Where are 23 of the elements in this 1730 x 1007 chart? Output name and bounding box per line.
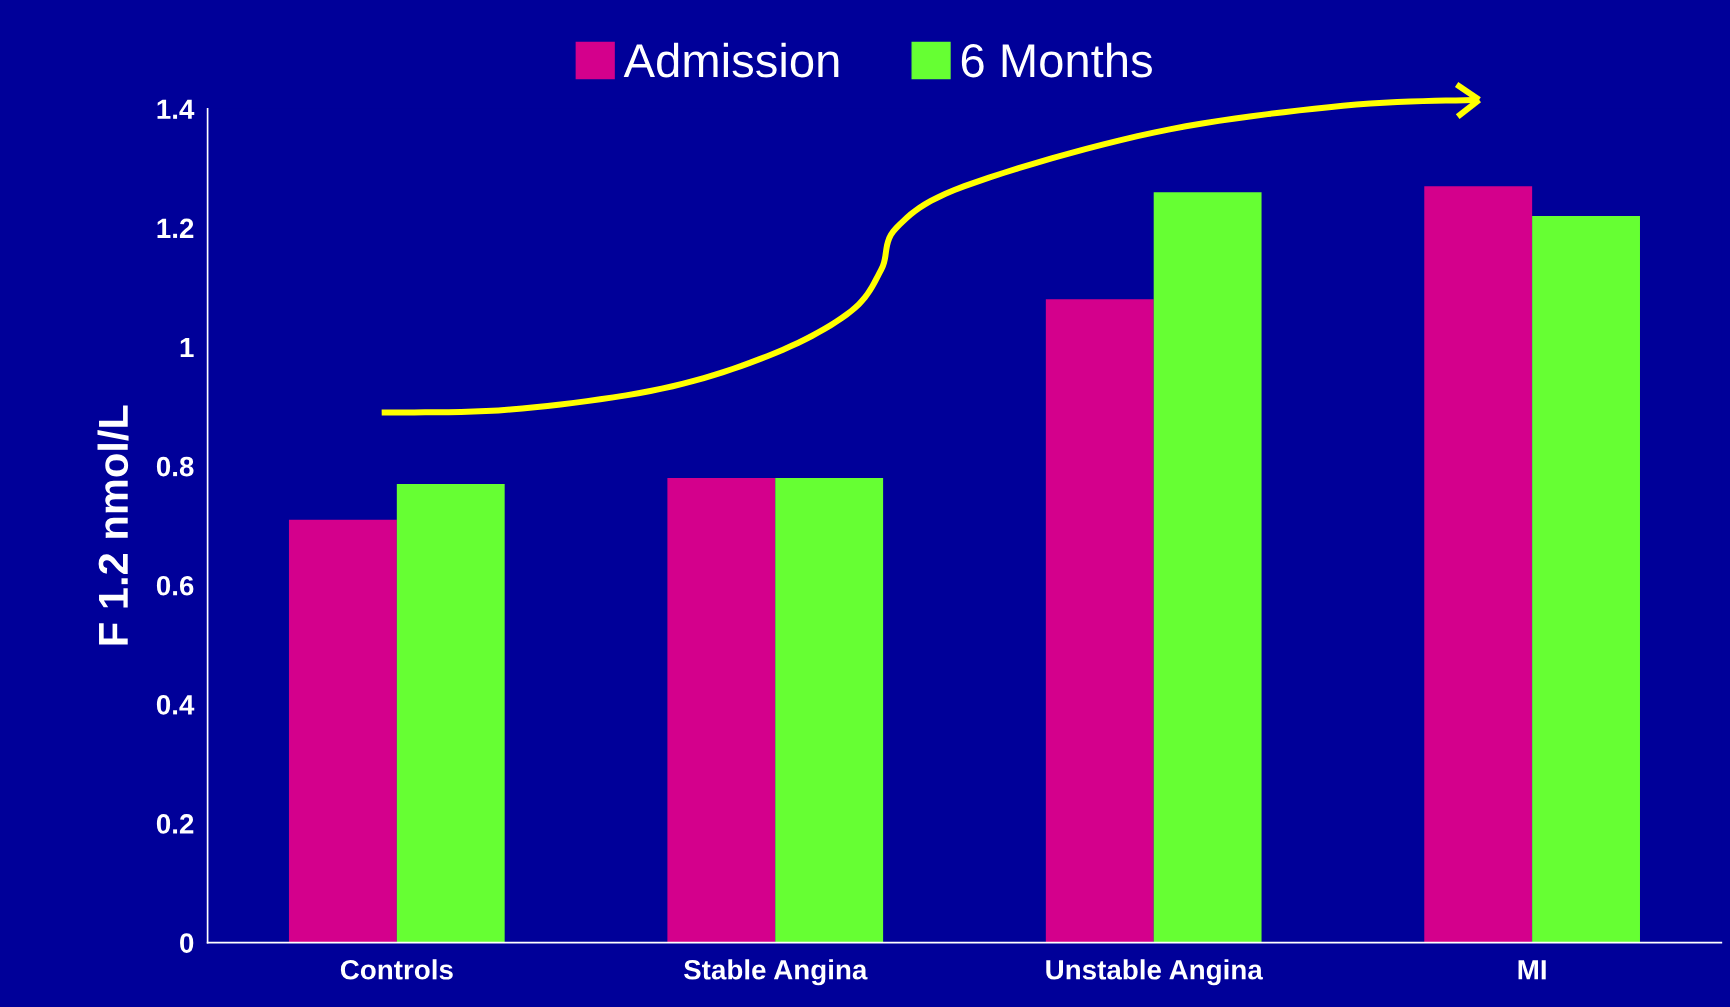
legend-label: Admission (623, 42, 839, 78)
y-tick-label: 0 (180, 933, 194, 953)
bar (1424, 186, 1533, 943)
x-tick-label: Stable Angina (683, 959, 868, 986)
bar (1532, 215, 1640, 943)
y-tick-label: 1.2 (157, 218, 194, 238)
y-tick-label: 0.4 (156, 694, 195, 715)
bar (288, 519, 397, 943)
y-tick-label: 0.2 (156, 814, 194, 834)
y-axis-title: F 1.2 nmol/L (97, 405, 129, 645)
bar (1045, 299, 1154, 943)
x-tick-label: MI (1518, 960, 1546, 980)
y-tick-label: 0.8 (156, 456, 194, 477)
bar (775, 478, 884, 943)
bar (1153, 192, 1262, 943)
y-tick-label: 1.4 (157, 99, 195, 119)
legend-label: 6 Months (961, 42, 1152, 78)
x-tick-label: Unstable Angina (1046, 959, 1263, 986)
bar (396, 483, 505, 943)
bar (667, 478, 776, 943)
y-tick-label: 0.6 (156, 575, 194, 596)
y-tick-label: 1 (180, 337, 194, 358)
x-tick-label: Controls (340, 959, 453, 980)
